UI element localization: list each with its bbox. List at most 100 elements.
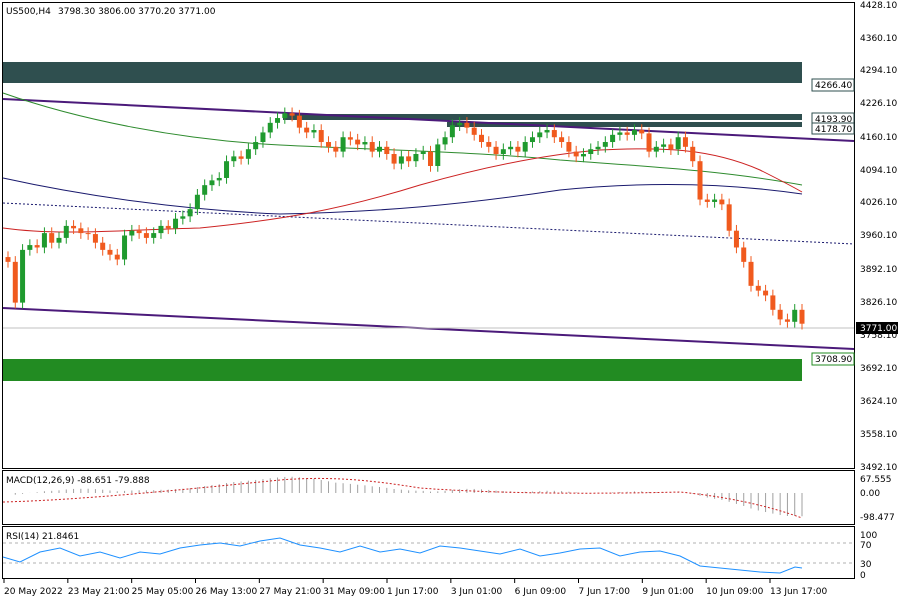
macd-pane[interactable] <box>2 470 855 525</box>
candle-body[interactable] <box>326 142 332 147</box>
candle-body[interactable] <box>457 122 463 126</box>
candle-body[interactable] <box>675 137 681 150</box>
candle-body[interactable] <box>690 146 696 162</box>
candle-body[interactable] <box>792 309 798 322</box>
candle-body[interactable] <box>719 199 725 205</box>
candle-body[interactable] <box>595 146 601 150</box>
candle-body[interactable] <box>726 204 732 231</box>
candle-body[interactable] <box>238 156 244 159</box>
candle-body[interactable] <box>122 235 128 260</box>
candle-body[interactable] <box>49 233 55 243</box>
candle-body[interactable] <box>391 154 397 164</box>
candle-body[interactable] <box>85 233 91 235</box>
candle-body[interactable] <box>435 144 441 166</box>
candle-body[interactable] <box>682 137 688 147</box>
candle-body[interactable] <box>340 137 346 152</box>
candle-body[interactable] <box>333 146 339 152</box>
candle-body[interactable] <box>471 127 477 135</box>
candle-body[interactable] <box>704 199 710 202</box>
candle-body[interactable] <box>63 225 69 238</box>
rsi-pane[interactable] <box>2 526 855 579</box>
candle-body[interactable] <box>617 132 623 135</box>
candle-body[interactable] <box>515 146 521 152</box>
candle-body[interactable] <box>653 146 659 152</box>
candle-body[interactable] <box>770 295 776 310</box>
candle-body[interactable] <box>27 245 33 250</box>
candle-body[interactable] <box>253 142 259 150</box>
candle-body[interactable] <box>537 132 543 138</box>
candle-body[interactable] <box>34 245 40 248</box>
candle-body[interactable] <box>158 225 164 234</box>
candle-body[interactable] <box>486 142 492 147</box>
candle-body[interactable] <box>136 230 142 234</box>
candle-body[interactable] <box>173 218 179 229</box>
candle-body[interactable] <box>631 130 637 135</box>
candle-body[interactable] <box>187 209 193 217</box>
candle-body[interactable] <box>442 137 448 145</box>
candle-body[interactable] <box>369 142 375 152</box>
candle-body[interactable] <box>559 137 565 143</box>
candle-body[interactable] <box>478 134 484 143</box>
candle-body[interactable] <box>522 142 528 152</box>
candle-body[interactable] <box>107 249 113 255</box>
candle-body[interactable] <box>712 199 718 202</box>
candle-body[interactable] <box>755 285 761 291</box>
candle-body[interactable] <box>398 156 404 164</box>
candle-body[interactable] <box>697 161 703 200</box>
candle-body[interactable] <box>245 149 251 159</box>
candle-body[interactable] <box>267 122 273 133</box>
candle-body[interactable] <box>551 130 557 138</box>
candle-body[interactable] <box>384 146 390 155</box>
candle-body[interactable] <box>20 249 26 303</box>
candle-body[interactable] <box>413 154 419 162</box>
candle-body[interactable] <box>282 113 288 119</box>
candle-body[interactable] <box>318 130 324 143</box>
candle-body[interactable] <box>668 144 674 150</box>
candle-body[interactable] <box>602 142 608 147</box>
candle-body[interactable] <box>289 113 295 116</box>
candle-body[interactable] <box>151 233 157 238</box>
candle-body[interactable] <box>311 130 317 133</box>
candle-body[interactable] <box>209 180 215 186</box>
candle-body[interactable] <box>610 134 616 143</box>
candle-body[interactable] <box>180 216 186 219</box>
candle-body[interactable] <box>420 151 426 155</box>
candle-body[interactable] <box>216 177 222 181</box>
candle-body[interactable] <box>500 149 506 155</box>
candle-body[interactable] <box>406 156 412 162</box>
candle-body[interactable] <box>449 125 455 138</box>
candle-body[interactable] <box>427 151 433 166</box>
candle-body[interactable] <box>741 247 747 262</box>
candle-body[interactable] <box>165 225 171 229</box>
candle-body[interactable] <box>508 146 514 150</box>
candle-body[interactable] <box>275 118 281 123</box>
candle-body[interactable] <box>733 230 739 248</box>
candle-body[interactable] <box>588 149 594 155</box>
candle-body[interactable] <box>347 137 353 140</box>
candle-body[interactable] <box>529 137 535 143</box>
channel-upper-line[interactable] <box>2 98 855 142</box>
candle-body[interactable] <box>362 142 368 145</box>
candle-body[interactable] <box>763 290 769 296</box>
candle-body[interactable] <box>639 130 645 134</box>
candle-body[interactable] <box>114 254 120 260</box>
candle-body[interactable] <box>777 309 783 320</box>
candle-body[interactable] <box>355 139 361 145</box>
candle-body[interactable] <box>12 261 18 303</box>
candle-body[interactable] <box>799 309 805 324</box>
candle-body[interactable] <box>56 237 62 243</box>
candle-body[interactable] <box>646 133 652 152</box>
candle-body[interactable] <box>748 261 754 286</box>
candle-body[interactable] <box>573 151 579 157</box>
candle-body[interactable] <box>224 161 230 178</box>
candle-body[interactable] <box>143 233 149 238</box>
candle-body[interactable] <box>92 234 98 243</box>
time-axis[interactable]: 20 May 2022 23 May 21:00 25 May 05:00 26 Ma… <box>3 579 827 597</box>
candle-body[interactable] <box>260 132 266 143</box>
candle-body[interactable] <box>580 154 586 157</box>
candle-body[interactable] <box>464 122 470 128</box>
candle-body[interactable] <box>129 230 135 236</box>
candle-body[interactable] <box>231 156 237 162</box>
price-axis[interactable]: 4428.10 4360.10 4294.10 4226.10 4160.10 … <box>860 1 897 473</box>
candle-body[interactable] <box>296 115 302 128</box>
